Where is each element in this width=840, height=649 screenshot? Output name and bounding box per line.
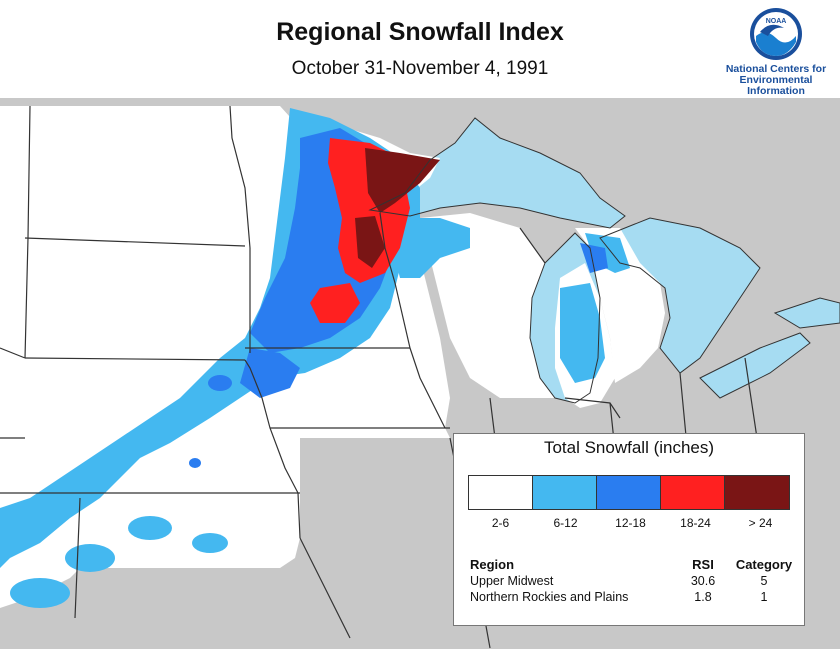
- logo-line-3: Information: [747, 85, 805, 97]
- region-category: 5: [760, 574, 768, 588]
- header-rsi: RSI: [692, 557, 714, 572]
- region-rsi: 30.6: [690, 574, 716, 588]
- swatch-12-18: [597, 476, 661, 509]
- snow-dark-patch: [355, 216, 385, 268]
- lake-erie: [700, 333, 810, 398]
- page-title: Regional Snowfall Index: [276, 18, 564, 46]
- border-mn-nd: [229, 105, 251, 249]
- region-category: 1: [760, 590, 768, 604]
- header-category: Category: [735, 557, 793, 572]
- region-table: Region RSI Category Upper Midwest 30.6 5…: [470, 556, 800, 605]
- snow-patch-1: [128, 516, 172, 540]
- snowfall-map: [0, 98, 840, 649]
- lake-superior: [370, 118, 625, 228]
- border-sd-ne: [24, 357, 246, 361]
- state-boundaries: [0, 105, 761, 649]
- logo-line-1: National Centers for: [725, 63, 827, 75]
- snow-wi-north: [385, 218, 470, 278]
- noaa-logo-icon: NOAA: [750, 8, 802, 60]
- swatch-18-24: [661, 476, 725, 509]
- coastlines: [368, 117, 840, 404]
- noaa-logo: NOAA National Centers for Environmental …: [720, 6, 832, 97]
- snow-band-over-24: [365, 148, 440, 213]
- lake-huron: [600, 218, 760, 373]
- snow-patch-3: [10, 578, 70, 608]
- snow-red-patch-1: [310, 283, 360, 323]
- border-wi-ia: [409, 347, 446, 429]
- legend-label-2-6: 2-6: [491, 516, 510, 530]
- legend-label-12-18: 12-18: [615, 516, 646, 530]
- border-co-ks: [74, 497, 81, 619]
- logo-text: National Centers for Environmental Infor…: [720, 64, 832, 97]
- region-rsi: 1.8: [694, 590, 712, 604]
- snow-over-24: [355, 148, 440, 268]
- snow-patch-2: [65, 544, 115, 572]
- snow-dot-1: [208, 375, 232, 391]
- page-subtitle: October 31-November 4, 1991: [291, 58, 549, 79]
- legend-label-18-24: 18-24: [680, 516, 711, 530]
- border-nd-sd: [24, 237, 246, 247]
- legend-label-6-12: 6-12: [553, 516, 578, 530]
- legend-swatches: [468, 475, 790, 510]
- swatch-6-12: [533, 476, 597, 509]
- border-ks-mo: [299, 537, 351, 639]
- wisconsin-land: [420, 213, 555, 398]
- snow-mi-patch: [580, 243, 608, 273]
- snow-iowa-north: [240, 348, 300, 398]
- region-table-header: Region RSI Category: [470, 556, 800, 573]
- border-mn-wi: [379, 212, 411, 349]
- swatch-over-24: [725, 476, 789, 509]
- legend-labels: 2-6 6-12 12-18 18-24 > 24: [468, 516, 793, 530]
- noaa-badge-text: NOAA: [766, 18, 787, 25]
- legend-panel: Total Snowfall (inches) 2-6 6-12 12-18 1…: [453, 433, 805, 626]
- swatch-2-6: [469, 476, 533, 509]
- logo-line-2: Environmental: [739, 74, 813, 86]
- region-name: Upper Midwest: [470, 574, 554, 588]
- legend-title: Total Snowfall (inches): [543, 438, 715, 457]
- table-row: Northern Rockies and Plains 1.8 1: [470, 589, 800, 605]
- border-wy: [0, 347, 26, 359]
- snow-patch-4: [192, 533, 228, 553]
- region-name: Northern Rockies and Plains: [470, 590, 629, 604]
- legend-label-over-24: > 24: [748, 516, 773, 530]
- table-row: Upper Midwest 30.6 5: [470, 573, 800, 589]
- border-wi-mi: [519, 227, 546, 264]
- snow-mi-west: [560, 283, 605, 383]
- lake-ontario: [775, 298, 840, 328]
- snow-dot-2: [189, 458, 201, 468]
- header-region: Region: [470, 557, 515, 572]
